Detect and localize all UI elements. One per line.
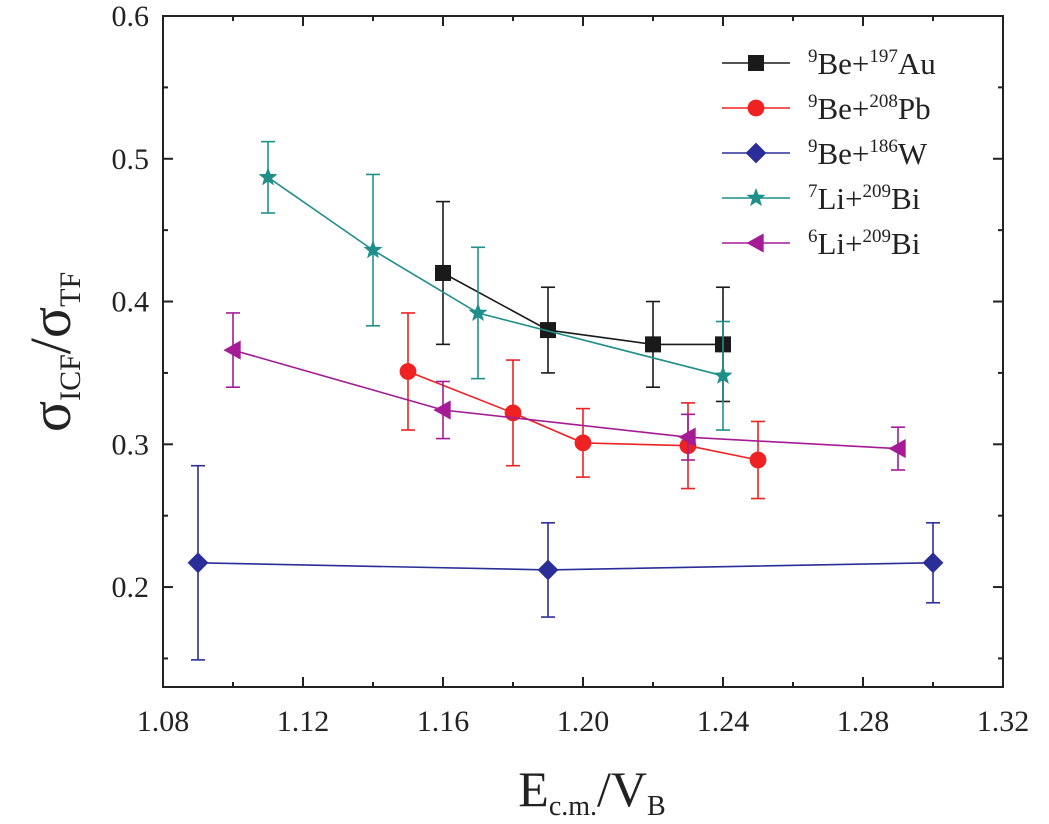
x-tick-label: 1.28: [837, 705, 890, 738]
x-tick-label: 1.12: [277, 705, 330, 738]
data-point: [749, 451, 767, 469]
legend-item: 9Be+197Au: [722, 46, 936, 81]
data-point: [713, 365, 733, 384]
y-tick-label: 0.4: [112, 286, 150, 319]
y-axis-label: σICF/σTF: [18, 272, 87, 432]
legend-item: 9Be+208Pb: [722, 91, 931, 126]
legend-label: 7Li+209Bi: [808, 181, 921, 216]
legend-label: 6Li+209Bi: [808, 226, 921, 261]
series-9Be+186W: [187, 464, 944, 661]
legend-label: 9Be+186W: [808, 136, 928, 171]
legend-marker: [747, 99, 765, 117]
data-point: [468, 303, 488, 321]
series-line: [442, 272, 723, 346]
series-7Li+209Bi: [258, 140, 733, 431]
y-tick-label: 0.6: [112, 0, 150, 33]
legend-marker: [748, 55, 764, 71]
data-point: [435, 264, 451, 281]
series-9Be+197Au: [435, 200, 731, 403]
y-tick-label: 0.2: [112, 571, 150, 604]
x-tick-label: 1.20: [557, 705, 610, 738]
series-9Be+208Pb: [399, 312, 767, 500]
data-point: [399, 363, 417, 380]
data-point: [922, 552, 944, 574]
legend-item: 7Li+209Bi: [722, 181, 921, 216]
series-6Li+209Bi: [223, 312, 906, 471]
series-line: [232, 349, 899, 450]
legend-marker: [745, 142, 767, 164]
data-point: [537, 559, 559, 581]
data-point: [574, 434, 592, 452]
series-line: [267, 176, 724, 377]
legend-item: 6Li+209Bi: [722, 226, 921, 261]
legend-marker: [746, 233, 764, 253]
data-point: [645, 336, 661, 353]
x-tick-label: 1.16: [417, 705, 470, 738]
data-point: [223, 340, 241, 360]
data-point: [187, 552, 209, 574]
data-point: [888, 438, 906, 459]
y-tick-label: 0.3: [112, 428, 150, 461]
data-point: [258, 167, 278, 186]
data-point: [433, 400, 451, 420]
data-point: [540, 322, 556, 339]
x-axis-label: Ec.m./VB: [518, 761, 665, 822]
x-tick-label: 1.24: [697, 705, 750, 738]
legend-item: 9Be+186W: [722, 136, 928, 171]
y-tick-label: 0.5: [112, 143, 150, 176]
plot-frame: [162, 15, 1004, 688]
legend-label: 9Be+197Au: [808, 46, 936, 81]
legend-label: 9Be+208Pb: [808, 91, 931, 126]
legend: 9Be+197Au 9Be+208Pb 9Be+186W 7Li+209Bi 6Li+2…: [722, 46, 936, 261]
series-line: [197, 562, 934, 571]
data-point: [363, 240, 383, 259]
x-tick-label: 1.08: [137, 705, 190, 738]
x-tick-label: 1.32: [977, 705, 1030, 738]
legend-marker: [746, 188, 766, 207]
data-point: [678, 427, 696, 447]
